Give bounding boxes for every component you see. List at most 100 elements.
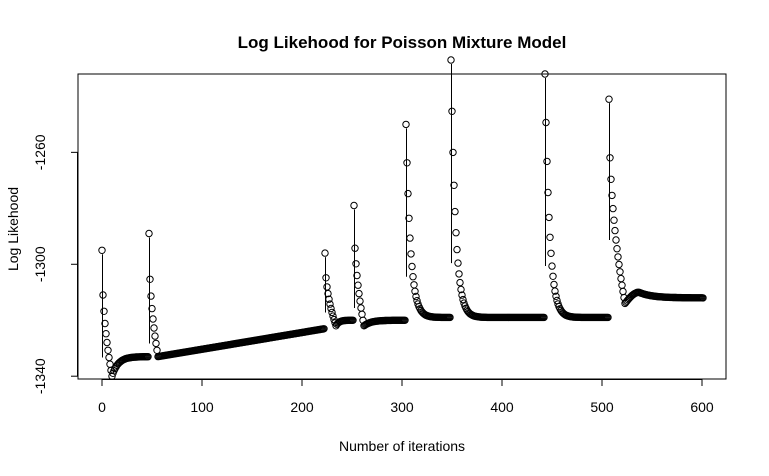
data-point xyxy=(147,292,155,300)
data-point xyxy=(329,312,337,320)
data-point xyxy=(545,213,553,222)
data-point xyxy=(101,319,109,328)
data-point xyxy=(541,70,549,78)
data-point xyxy=(609,204,617,213)
x-axis-title: Number of iterations xyxy=(339,438,465,454)
data-point xyxy=(612,236,620,244)
data-point xyxy=(102,330,110,338)
data-point xyxy=(153,346,161,354)
data-point xyxy=(103,338,111,347)
data-point xyxy=(446,313,454,322)
data-point xyxy=(549,272,557,280)
data-point xyxy=(616,268,624,276)
data-point xyxy=(459,295,467,304)
data-point xyxy=(604,313,612,322)
data-point xyxy=(104,346,112,354)
data-point xyxy=(448,107,456,116)
y-tick-label: -1260 xyxy=(32,134,48,170)
y-axis-title: Log Likehood xyxy=(5,187,21,271)
data-point xyxy=(610,216,618,224)
data-point xyxy=(150,324,158,332)
data-point xyxy=(356,297,364,305)
x-tick-label: 300 xyxy=(390,399,414,415)
x-tick-label: 500 xyxy=(590,399,614,415)
data-point xyxy=(619,287,627,296)
data-point xyxy=(547,249,555,258)
data-point xyxy=(352,260,360,268)
data-point xyxy=(548,262,556,270)
x-tick-label: 400 xyxy=(490,399,514,415)
data-point xyxy=(449,148,457,157)
data-point xyxy=(552,292,560,300)
data-point xyxy=(146,275,154,283)
data-point xyxy=(456,278,464,287)
data-point xyxy=(451,207,459,216)
x-tick-label: 600 xyxy=(690,399,714,415)
data-point xyxy=(405,214,413,223)
data-point xyxy=(699,294,707,302)
data-point xyxy=(411,287,419,295)
plot-frame xyxy=(77,73,727,380)
data-point xyxy=(542,118,550,127)
data-point xyxy=(447,56,455,64)
data-point xyxy=(618,281,626,289)
data-point xyxy=(454,259,462,267)
data-point xyxy=(99,291,107,299)
data-point xyxy=(100,307,108,315)
data-point xyxy=(613,245,621,253)
data-point xyxy=(406,234,414,242)
data-point xyxy=(611,226,619,235)
data-point xyxy=(551,287,559,295)
data-point xyxy=(355,289,363,298)
data-point xyxy=(608,191,616,200)
data-point xyxy=(354,281,362,289)
data-point xyxy=(408,262,416,271)
x-tick-label: 100 xyxy=(190,399,214,415)
data-point xyxy=(458,291,466,299)
data-point xyxy=(546,233,554,242)
data-point xyxy=(544,188,552,197)
data-point xyxy=(404,189,412,198)
x-tick-label: 0 xyxy=(98,399,106,415)
data-point xyxy=(605,95,613,103)
data-point xyxy=(409,273,417,281)
data-point xyxy=(145,229,153,238)
y-axis: -1340 -1300 -1260 xyxy=(32,134,78,394)
x-tick-label: 200 xyxy=(290,399,314,415)
data-point xyxy=(452,229,460,237)
data-point xyxy=(607,175,615,184)
y-tick-label: -1340 xyxy=(32,358,48,394)
data-point xyxy=(543,157,551,166)
x-axis: 0 100 200 300 400 500 600 xyxy=(98,379,714,415)
data-point xyxy=(455,270,463,278)
data-point xyxy=(407,250,415,258)
data-point xyxy=(151,332,159,340)
data-point xyxy=(320,325,328,333)
data-point xyxy=(144,353,152,361)
data-point xyxy=(321,249,329,257)
data-point xyxy=(324,289,332,298)
data-point xyxy=(357,304,365,312)
data-point xyxy=(403,159,411,167)
y-tick-label: -1300 xyxy=(32,246,48,282)
data-point xyxy=(328,308,336,317)
data-point xyxy=(148,304,156,313)
data-point xyxy=(351,244,359,252)
data-point xyxy=(606,154,614,162)
data-point xyxy=(410,281,418,289)
data-point xyxy=(550,280,558,289)
data-point xyxy=(149,315,157,323)
data-point xyxy=(105,353,113,362)
data-point xyxy=(358,310,366,318)
data-point xyxy=(401,316,409,324)
data-point xyxy=(322,274,330,282)
data-point xyxy=(614,253,622,261)
data-point xyxy=(402,120,410,129)
data-point xyxy=(350,201,358,210)
data-point xyxy=(412,292,420,301)
drop-lines xyxy=(102,64,610,358)
data-point xyxy=(327,304,335,313)
data-point xyxy=(457,285,465,294)
data-point xyxy=(353,271,361,280)
